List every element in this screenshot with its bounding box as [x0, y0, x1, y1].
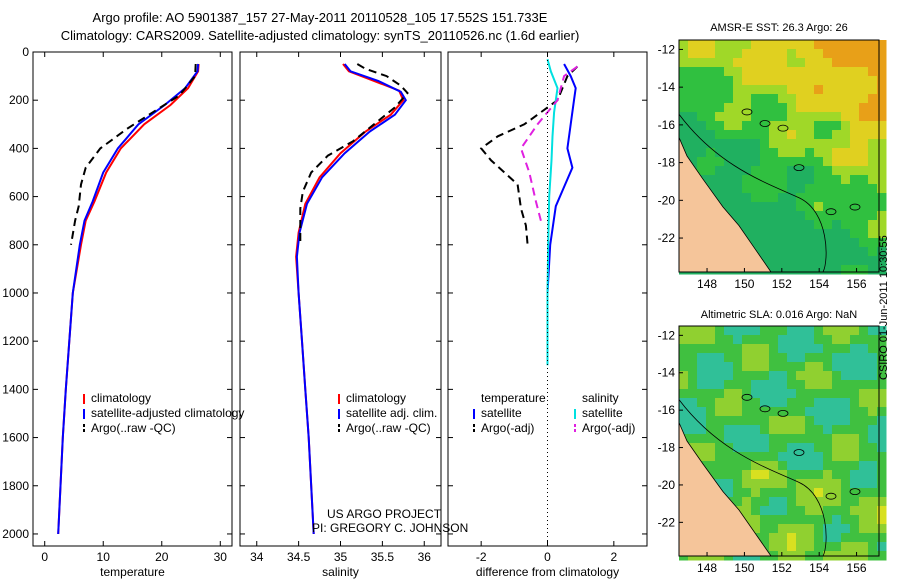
- salinity-xlabel: salinity: [322, 565, 359, 579]
- temperature-ytick-label: 1800: [2, 479, 29, 493]
- salinity-xtick-label: 34.5: [287, 550, 311, 564]
- sla_map-xtick-label: 148: [697, 561, 717, 575]
- difference-series-3: [519, 65, 578, 221]
- sst_map-reef-4: [825, 208, 837, 216]
- sst_map-reef-2: [777, 124, 789, 132]
- difference-xtick-label: 0: [544, 550, 551, 564]
- diff-legend-sal-satellite: satellite: [582, 406, 623, 420]
- sla_map-xtick-label: 150: [734, 561, 754, 575]
- sla_map-ytick-label: -12: [658, 328, 676, 342]
- sst_map-ytick-label: -22: [658, 231, 676, 245]
- temperature-ytick-label: 1400: [2, 382, 29, 396]
- footer-project: US ARGO PROJECT: [327, 507, 442, 521]
- sst_map-reef-5: [849, 203, 861, 211]
- temp-legend-climatology: climatology: [91, 391, 151, 405]
- sla_map-ytick-label: -22: [658, 515, 676, 529]
- sla_map-xtick-label: 154: [809, 561, 829, 575]
- difference-series-0: [546, 63, 577, 294]
- temperature-axes-box: [32, 51, 233, 547]
- temperature-xlabel: temperature: [100, 565, 165, 579]
- difference-xtick-label: 2: [610, 550, 617, 564]
- temperature-ytick-label: 800: [9, 238, 29, 252]
- diff-legend-temperature-heading: temperature: [481, 391, 546, 405]
- temperature-ytick-label: 400: [9, 141, 29, 155]
- sla_map-ytick-label: -16: [658, 403, 676, 417]
- sst_map-ytick-label: -20: [658, 193, 676, 207]
- diff-legend-salinity-heading: salinity: [582, 391, 619, 405]
- sla_map-ytick-label: -18: [658, 441, 676, 455]
- sla_map-ytick-label: -14: [658, 366, 676, 380]
- difference-series-1: [479, 65, 579, 245]
- sst_map-reef-3: [793, 164, 805, 172]
- sst-map-title: AMSR-E SST: 26.3 Argo: 26: [710, 22, 848, 34]
- sla_map-reef-0: [741, 393, 753, 401]
- csiro-timestamp: CSIRO 01-Jun-2011 10:30:55: [878, 235, 890, 380]
- sla_map-reef-3: [793, 449, 805, 456]
- temp-legend-satellite: satellite-adjusted climatology: [91, 406, 244, 420]
- sst_map-xtick-label: 156: [847, 277, 867, 291]
- temp-legend-argo: Argo(..raw -QC): [91, 421, 176, 435]
- sst_map-reef-1: [759, 120, 771, 127]
- difference-series-2: [546, 58, 559, 366]
- sst_map-ytick-label: -14: [658, 80, 676, 94]
- difference-xtick-label: -2: [476, 550, 487, 564]
- temperature-ytick-label: 1600: [2, 431, 29, 445]
- footer-pi: PI: GREGORY C. JOHNSON: [312, 521, 468, 535]
- salinity-series-2: [299, 63, 409, 245]
- sla_map-ytick-label: -20: [658, 478, 676, 492]
- salinity-xtick-label: 35.5: [371, 550, 395, 564]
- temperature-ytick-label: 0: [22, 45, 29, 59]
- diff-legend-temp-satellite: satellite: [481, 406, 522, 420]
- sst_map-xtick-label: 152: [772, 277, 792, 291]
- sal-legend-argo: Argo(..raw -QC): [346, 421, 431, 435]
- sal-legend-satellite: satellite adj. clim.: [346, 406, 437, 420]
- sla_map-reef-5: [849, 488, 861, 496]
- sla_map-frame: [678, 325, 880, 557]
- temperature-ytick-label: 1000: [2, 286, 29, 300]
- difference-xlabel: difference from climatology: [476, 565, 619, 579]
- sst_map-shelf-contour: [678, 113, 827, 273]
- sla-map-title: Altimetric SLA: 0.016 Argo: NaN: [700, 309, 858, 321]
- sst_map-ytick-label: -18: [658, 156, 676, 170]
- sla_map-shelf-contour: [678, 399, 827, 557]
- temperature-series-2: [70, 63, 197, 245]
- sst_map-frame: [678, 39, 880, 273]
- sst_map-xtick-label: 154: [809, 277, 829, 291]
- salinity-xtick-label: 35: [334, 550, 348, 564]
- salinity-xtick-label: 36: [418, 550, 432, 564]
- salinity-series-1: [295, 63, 408, 535]
- sal-legend-climatology: climatology: [346, 391, 406, 405]
- salinity-xtick-label: 34: [250, 550, 264, 564]
- sla_map-xtick-label: 152: [772, 561, 792, 575]
- diff-legend-sal-argo: Argo(-adj): [582, 421, 635, 435]
- sla_map-reef-2: [777, 409, 789, 417]
- temperature-ytick-label: 2000: [2, 527, 29, 541]
- temperature-xtick-label: 20: [155, 550, 169, 564]
- salinity-axes-box: [239, 51, 442, 547]
- sla_map-field: [679, 326, 887, 561]
- sst_map-ytick-label: -12: [658, 42, 676, 56]
- sst_map-reef-0: [741, 108, 753, 116]
- figure-title-line2: Climatology: CARS2009. Satellite-adjuste…: [60, 28, 580, 43]
- sla_map-reef-4: [825, 492, 837, 500]
- sla_map-reef-1: [759, 405, 771, 413]
- temperature-ytick-label: 600: [9, 190, 29, 204]
- sst_map-xtick-label: 150: [734, 277, 754, 291]
- temperature-ytick-label: 200: [9, 93, 29, 107]
- temperature-xtick-label: 10: [97, 550, 111, 564]
- temperature-ytick-label: 1200: [2, 334, 29, 348]
- sla_map-xtick-label: 156: [847, 561, 867, 575]
- sst_map-ytick-label: -16: [658, 118, 676, 132]
- sst_map-xtick-label: 148: [697, 277, 717, 291]
- temperature-xtick-label: 0: [41, 550, 48, 564]
- figure-title-line1: Argo profile: AO 5901387_157 27-May-2011…: [92, 10, 548, 25]
- temperature-xtick-label: 30: [214, 550, 228, 564]
- diff-legend-temp-argo: Argo(-adj): [481, 421, 534, 435]
